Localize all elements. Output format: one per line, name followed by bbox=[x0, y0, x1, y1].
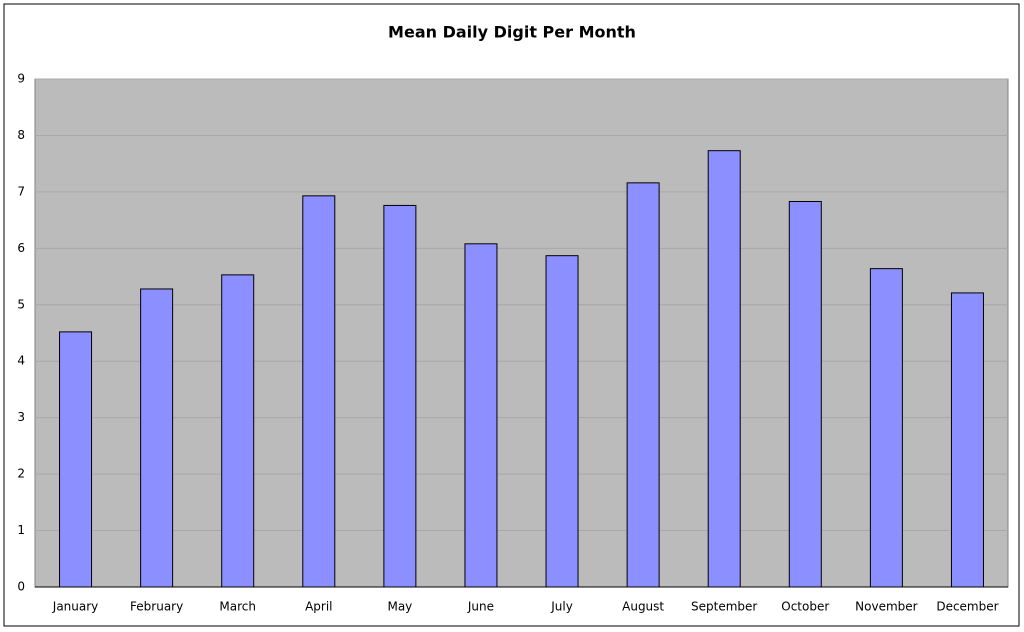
bar bbox=[464, 243, 498, 588]
x-tick-label: October bbox=[781, 600, 829, 614]
x-tick-label: February bbox=[130, 600, 183, 614]
x-tick-label: June bbox=[467, 600, 494, 614]
plot-area bbox=[34, 78, 1009, 588]
y-tick-label: 8 bbox=[17, 128, 25, 142]
y-tick-label: 5 bbox=[17, 297, 25, 311]
bar bbox=[869, 268, 903, 588]
x-tick-label: July bbox=[550, 600, 573, 614]
bar bbox=[59, 331, 93, 588]
x-tick-label: May bbox=[387, 600, 412, 614]
chart-title: Mean Daily Digit Per Month bbox=[388, 23, 636, 42]
y-tick-label: 1 bbox=[17, 523, 25, 537]
bar bbox=[383, 204, 417, 588]
x-tick-label: December bbox=[936, 600, 998, 614]
y-tick-label: 6 bbox=[17, 241, 25, 255]
x-tick-label: January bbox=[52, 600, 99, 614]
bar bbox=[626, 182, 660, 588]
y-tick-label: 9 bbox=[17, 72, 25, 86]
bar bbox=[950, 292, 984, 588]
bar bbox=[707, 150, 741, 588]
x-tick-label: November bbox=[855, 600, 917, 614]
y-tick-label: 2 bbox=[17, 467, 25, 481]
y-tick-label: 7 bbox=[17, 184, 25, 198]
bar bbox=[140, 288, 174, 588]
y-tick-label: 4 bbox=[17, 354, 25, 368]
bar bbox=[221, 274, 255, 588]
x-tick-label: August bbox=[622, 600, 664, 614]
bar bbox=[302, 195, 336, 588]
bar bbox=[788, 200, 822, 588]
y-tick-label: 0 bbox=[17, 580, 25, 594]
x-tick-label: March bbox=[219, 600, 256, 614]
bar bbox=[545, 255, 579, 588]
y-tick-label: 3 bbox=[17, 410, 25, 424]
x-tick-label: September bbox=[691, 600, 757, 614]
x-tick-label: April bbox=[305, 600, 332, 614]
